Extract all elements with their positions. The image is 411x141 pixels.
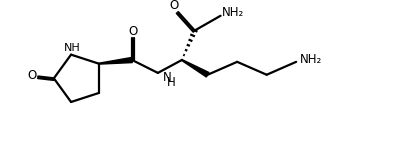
Text: H: H — [167, 76, 176, 89]
Text: NH₂: NH₂ — [300, 53, 322, 67]
Polygon shape — [182, 60, 209, 77]
Text: O: O — [27, 69, 36, 82]
Text: O: O — [128, 25, 138, 38]
Text: N: N — [162, 71, 171, 84]
Text: NH₂: NH₂ — [222, 5, 244, 19]
Text: O: O — [169, 0, 178, 12]
Polygon shape — [99, 57, 132, 64]
Text: NH: NH — [64, 43, 81, 53]
